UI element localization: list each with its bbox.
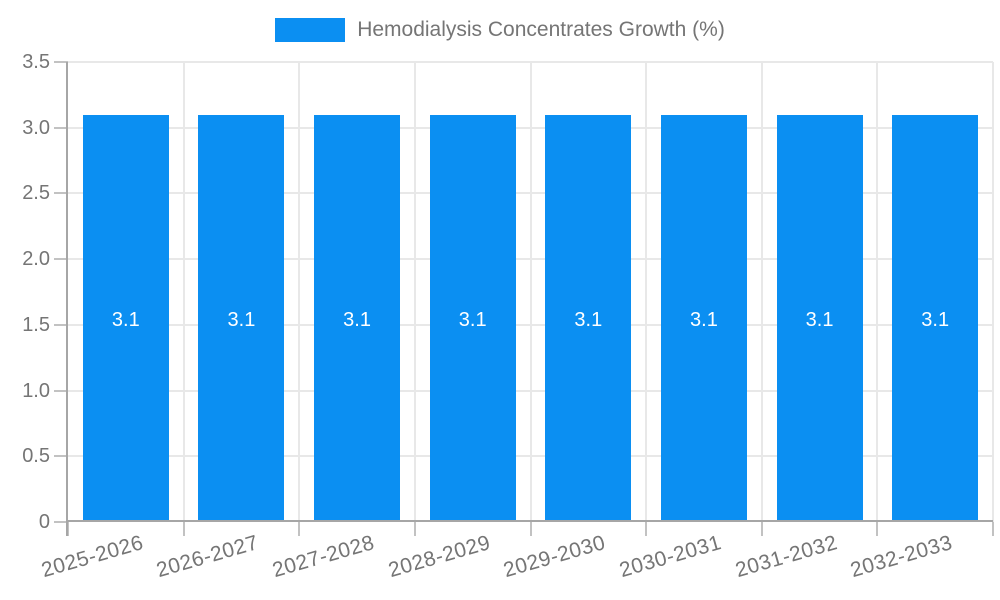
- x-gridline: [645, 62, 648, 522]
- y-tick-label: 2.5: [22, 182, 50, 205]
- y-tick-label: 0.5: [22, 445, 50, 468]
- x-gridline: [760, 62, 763, 522]
- bar-value-label: 3.1: [227, 309, 256, 332]
- x-axis-tick: [645, 522, 648, 536]
- y-tick-label: 3.5: [22, 51, 50, 73]
- y-axis-line: [66, 62, 68, 536]
- bar-value-label: 3.1: [805, 309, 834, 332]
- x-axis-tick: [298, 522, 301, 536]
- y-axis-tick: [54, 323, 68, 326]
- y-tick-label: 3.0: [22, 116, 50, 139]
- y-axis-tick: [54, 258, 68, 261]
- x-axis-tick: [67, 522, 69, 536]
- bar[interactable]: [660, 114, 747, 520]
- y-tick-label: 1.5: [22, 313, 50, 336]
- legend-label: Hemodialysis Concentrates Growth (%): [357, 18, 725, 41]
- legend-swatch: [275, 18, 346, 42]
- bar-value-label: 3.1: [574, 309, 603, 332]
- y-axis-tick: [54, 389, 68, 392]
- y-axis-tick: [54, 126, 68, 129]
- bar[interactable]: [776, 114, 863, 520]
- x-axis-tick: [413, 522, 416, 536]
- x-gridline: [182, 62, 185, 522]
- x-axis-tick: [760, 522, 763, 536]
- x-axis-tick: [876, 522, 879, 536]
- bar[interactable]: [82, 114, 169, 520]
- y-tick-label: 1.0: [22, 379, 50, 402]
- y-axis-tick: [54, 521, 68, 523]
- bar[interactable]: [198, 114, 285, 520]
- y-tick-label: 0: [38, 511, 50, 533]
- x-gridline: [992, 62, 994, 522]
- x-gridline: [529, 62, 532, 522]
- y-axis-tick: [54, 455, 68, 458]
- y-axis-tick: [54, 192, 68, 195]
- bar-value-label: 3.1: [343, 309, 371, 332]
- bar-value-label: 3.1: [458, 309, 487, 332]
- bar-value-label: 3.1: [921, 309, 950, 332]
- legend-item[interactable]: Hemodialysis Concentrates Growth (%): [0, 18, 1000, 42]
- bar[interactable]: [892, 114, 979, 520]
- x-axis-tick: [182, 522, 185, 536]
- x-gridline: [298, 62, 301, 522]
- y-tick-label: 2.0: [22, 248, 50, 271]
- bar-value-label: 3.1: [690, 309, 718, 332]
- bar-value-label: 3.1: [111, 309, 140, 332]
- x-axis-line: [68, 520, 993, 522]
- bar[interactable]: [429, 114, 516, 520]
- x-axis-tick: [529, 522, 532, 536]
- y-axis-tick: [54, 61, 68, 63]
- bar[interactable]: [314, 114, 401, 520]
- bar[interactable]: [545, 114, 632, 520]
- x-axis-tick: [992, 522, 994, 536]
- x-gridline: [413, 62, 416, 522]
- x-gridline: [876, 62, 879, 522]
